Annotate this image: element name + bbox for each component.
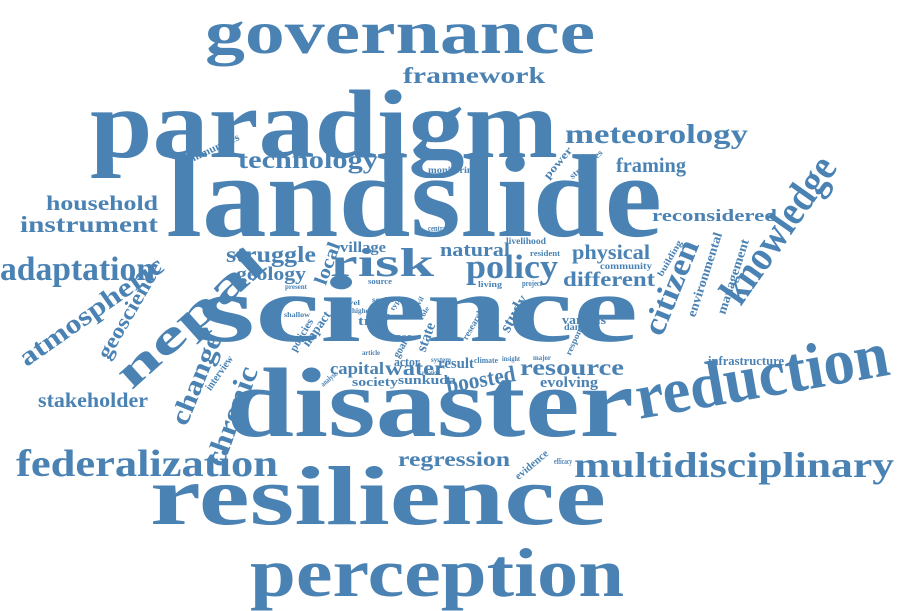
word-capital: capital xyxy=(330,358,385,378)
word-various: various xyxy=(562,311,607,327)
word-present: present xyxy=(285,282,308,291)
word-project: project xyxy=(522,278,542,288)
word-central: central xyxy=(428,223,448,233)
word-different: different xyxy=(563,266,655,291)
word-multidisciplinary: multidisciplinary xyxy=(574,445,895,486)
word-paradigm: paradigm xyxy=(90,71,559,179)
word-geology: geology xyxy=(236,263,306,285)
word-household: household xyxy=(46,190,158,215)
word-federalization: federalization xyxy=(16,443,278,486)
word-resilience: resilience xyxy=(150,450,607,544)
word-reconsidered: reconsidered xyxy=(652,205,778,225)
word-damage: damage xyxy=(564,321,598,332)
word-framing: framing xyxy=(616,152,687,177)
word-instrument: instrument xyxy=(20,211,158,237)
word-framework: framework xyxy=(403,62,546,88)
word-tree: tree xyxy=(358,312,386,328)
word-actor: actor xyxy=(394,353,420,369)
word-result: result xyxy=(438,355,474,372)
word-efficacy: efficacy xyxy=(554,456,573,466)
word-livelihood: livelihood xyxy=(506,235,546,246)
word-monitoring: monitoring xyxy=(428,164,478,175)
word-water: water xyxy=(385,355,445,380)
word-reduction: reduction xyxy=(629,317,895,434)
word-case: case xyxy=(390,330,412,343)
word-landslide: landslide xyxy=(166,130,662,262)
word-level: level xyxy=(342,298,361,307)
word-infrastructure: infrastructure xyxy=(708,352,785,368)
word-regression: regression xyxy=(398,446,511,471)
word-sunkuda: sunkuda xyxy=(398,371,456,387)
word-adaptation: adaptation xyxy=(0,251,155,289)
word-resident: resident xyxy=(530,248,561,258)
word-relation: relation xyxy=(422,368,441,377)
word-climate: climate xyxy=(474,355,499,365)
word-shallow: shallow xyxy=(284,310,310,319)
word-evolving: evolving xyxy=(540,374,598,391)
word-physical: physical xyxy=(572,239,651,264)
word-technology: technology xyxy=(238,146,378,174)
word-source: source xyxy=(368,276,392,286)
word-natural: natural xyxy=(440,239,510,261)
word-policy: policy xyxy=(466,249,559,287)
word-social: social xyxy=(372,295,395,304)
word-insight: insight xyxy=(502,354,521,363)
word-village: village xyxy=(340,239,387,256)
word-meteorology: meteorology xyxy=(565,119,748,150)
word-system: system xyxy=(431,355,451,364)
word-governance: governance xyxy=(205,0,595,67)
word-perception: perception xyxy=(250,534,625,611)
word-society: society xyxy=(352,373,398,389)
word-higher: higher xyxy=(352,306,372,315)
word-resource: resource xyxy=(520,354,625,380)
word-article: article xyxy=(362,348,380,357)
word-major: major xyxy=(533,353,552,362)
word-science: science xyxy=(198,256,639,363)
word-stakeholder: stakeholder xyxy=(38,387,149,412)
word-disaster: disaster xyxy=(226,349,634,459)
word-living: living xyxy=(478,279,503,289)
word-struggle: struggle xyxy=(226,241,316,267)
word-community: community xyxy=(600,260,652,271)
word-risk: risk xyxy=(330,240,435,286)
